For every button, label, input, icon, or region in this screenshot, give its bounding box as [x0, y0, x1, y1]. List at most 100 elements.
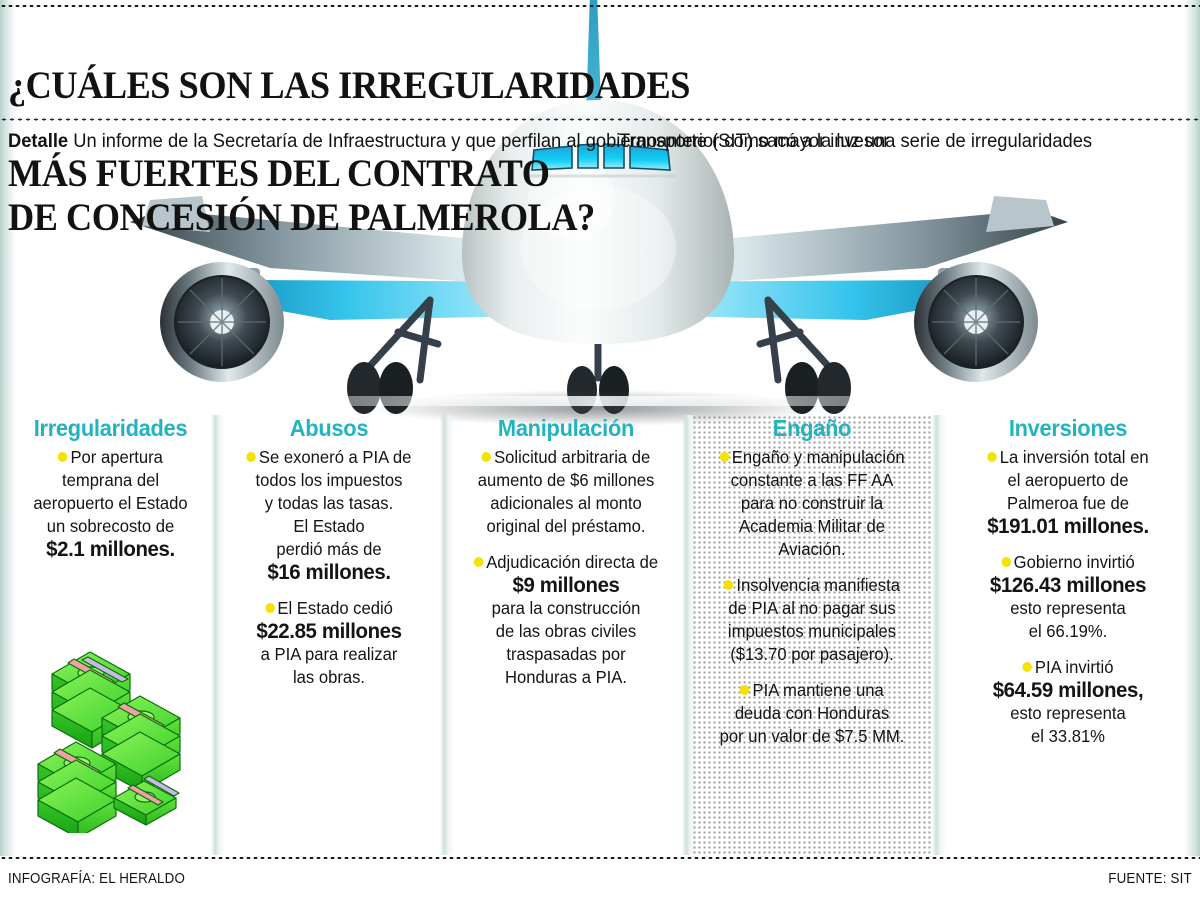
column-separator-2 — [440, 415, 454, 855]
subhead-dotted-rule — [0, 118, 1200, 121]
fact-line: constante a las FF AA — [704, 469, 921, 492]
fact-text: Academia Militar de — [738, 516, 885, 536]
fact-block: Engaño y manipulación constante a las FF … — [698, 446, 926, 561]
column-irregularidades: Irregularidades Por apertura temprana del… — [8, 415, 213, 855]
fact-text: El Estado — [293, 516, 365, 536]
fact-line: un sobrecosto de — [19, 515, 202, 538]
fact-text: Palmeroa fue de — [1006, 493, 1129, 513]
fact-text: para no construir la — [740, 493, 884, 513]
fact-block: Se exoneró a PIA de todos los impuestos y … — [230, 446, 428, 584]
fact-text: aumento de $6 millones — [477, 470, 655, 490]
fact-line: El Estado cedió — [235, 597, 423, 620]
fact-line: de las obras civiles — [463, 620, 668, 643]
bullet-icon — [481, 452, 492, 462]
fact-line: por un valor de $7.5 MM. — [704, 725, 921, 748]
column-title: Irregularidades — [33, 415, 188, 441]
fact-text: $126.43 millones — [989, 573, 1147, 597]
column-inversiones: Inversiones La inversión total en el aero… — [944, 415, 1192, 855]
fact-line: Honduras a PIA. — [463, 666, 668, 689]
column-abusos: Abusos Se exoneró a PIA de todos los impu… — [224, 415, 434, 855]
fact-text: Solicitud arbitraria de — [494, 447, 651, 467]
column-body: Solicitud arbitraria de aumento de $6 mil… — [458, 446, 674, 689]
fact-line: PIA invirtió — [956, 656, 1180, 679]
fact-text: de PIA al no pagar sus — [728, 598, 896, 618]
fact-text: $16 millones. — [267, 560, 391, 584]
fact-text: temprana del — [61, 470, 160, 490]
fact-text: perdió más de — [276, 539, 382, 559]
fact-line: el 33.81% — [956, 725, 1180, 748]
columns-band: Irregularidades Por apertura temprana del… — [0, 415, 1200, 855]
fact-text: impuestos municipales — [727, 621, 897, 641]
page-title: ¿CUÁLES SON LAS IRREGULARIDADES MÁS FUER… — [8, 20, 1040, 284]
detalle-label: Detalle — [8, 130, 69, 152]
fact-text: y todas las tasas. — [264, 493, 394, 513]
fact-block: El Estado cedió $22.85 millones a PIA para… — [230, 597, 428, 689]
fact-text: aeropuerto el Estado — [33, 493, 188, 513]
header: ¿CUÁLES SON LAS IRREGULARIDADES MÁS FUER… — [0, 0, 1200, 239]
fact-text: traspasadas por — [506, 644, 626, 664]
fact-amount: $2.1 millones. — [19, 538, 202, 561]
headline-line1-right: MÁS FUERTES DEL CONTRATO — [8, 152, 550, 195]
fact-text: El Estado cedió — [277, 598, 393, 618]
fact-text: esto representa — [1010, 703, 1126, 723]
fact-text: de las obras civiles — [495, 621, 637, 641]
fact-line: PIA mantiene una — [704, 679, 921, 702]
fact-line: ($13.70 por pasajero). — [704, 643, 921, 666]
fact-line: a PIA para realizar — [235, 643, 423, 666]
fact-text: esto representa — [1010, 598, 1126, 618]
fact-line: para la construcción — [463, 597, 668, 620]
fact-text: Gobierno invirtió — [1013, 552, 1135, 572]
fact-text: $2.1 millones. — [46, 537, 175, 561]
fact-line: perdió más de — [235, 538, 423, 561]
fact-text: el aeropuerto de — [1007, 470, 1129, 490]
bullet-icon — [719, 452, 729, 462]
column-title: Abusos — [289, 415, 369, 441]
fact-amount: $64.59 millones, — [956, 679, 1180, 702]
column-separator-4 — [932, 415, 946, 855]
fact-text: Por apertura — [70, 447, 163, 467]
bullet-icon — [740, 685, 750, 695]
fact-line: Insolvencia manifiesta — [704, 574, 921, 597]
fact-line: para no construir la — [704, 492, 921, 515]
fact-text: por un valor de $7.5 MM. — [719, 726, 905, 746]
top-dotted-rule — [0, 4, 1200, 8]
fact-amount: $126.43 millones — [956, 574, 1180, 597]
fact-amount: $191.01 millones. — [956, 515, 1180, 538]
fact-line: traspasadas por — [463, 643, 668, 666]
column-title: Inversiones — [1008, 415, 1128, 441]
fact-text: PIA invirtió — [1034, 657, 1114, 677]
fact-text: deuda con Honduras — [734, 703, 890, 723]
fact-text: adicionales al monto — [490, 493, 642, 513]
fact-text: todos los impuestos — [255, 470, 403, 490]
fact-line: Engaño y manipulación — [704, 446, 921, 469]
fact-line: las obras. — [235, 666, 423, 689]
fact-line: de PIA al no pagar sus — [704, 597, 921, 620]
fact-text: a PIA para realizar — [260, 644, 398, 664]
fact-line: y todas las tasas. — [235, 492, 423, 515]
credit-fuente: FUENTE: SIT — [1108, 871, 1192, 887]
fact-text: $9 millones — [512, 573, 620, 597]
fact-block: Solicitud arbitraria de aumento de $6 mil… — [458, 446, 674, 538]
credit-infografia: INFOGRAFÍA: EL HERALDO — [8, 871, 186, 887]
fact-text: Insolvencia manifiesta — [736, 575, 900, 595]
fact-text: $22.85 millones — [256, 619, 402, 643]
fact-line: aeropuerto el Estado — [19, 492, 202, 515]
fact-line: Palmeroa fue de — [956, 492, 1180, 515]
fact-line: el aeropuerto de — [956, 469, 1180, 492]
detalle-right-text: Transporte (SIT) sacó a la luz una serie… — [619, 130, 1093, 152]
fact-text: $191.01 millones. — [987, 514, 1149, 538]
headline-line1-left: ¿CUÁLES SON LAS IRREGULARIDADES — [8, 64, 690, 107]
fact-line: deuda con Honduras — [704, 702, 921, 725]
fact-text: La inversión total en — [999, 447, 1149, 467]
column-body: Engaño y manipulación constante a las FF … — [698, 446, 926, 748]
fact-line: temprana del — [19, 469, 202, 492]
fact-block: PIA mantiene una deuda con Honduras por un… — [698, 679, 926, 748]
fact-text: Aviación. — [778, 539, 846, 559]
fact-text: ($13.70 por pasajero). — [730, 644, 894, 664]
fact-text: Honduras a PIA. — [505, 667, 627, 687]
fact-text: PIA mantiene una — [752, 680, 884, 700]
fact-line: Solicitud arbitraria de — [463, 446, 668, 469]
fact-text: original del préstamo. — [486, 516, 646, 536]
fact-text: constante a las FF AA — [730, 470, 894, 490]
column-separator-1 — [211, 415, 225, 855]
